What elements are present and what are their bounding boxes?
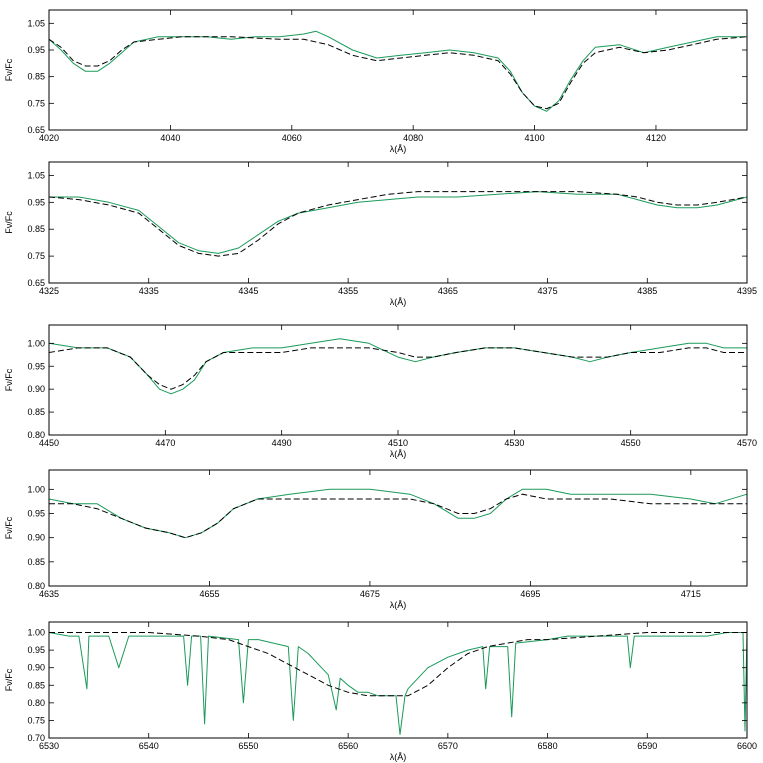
panel-2: 4325 4335 4345 4355 4365 4375 4385 4395 0.65 0.75… bbox=[4, 161, 757, 307]
panel-1: 4020 4040 4060 4080 4100 4120 0.65 0.75 0.85 0.95… bbox=[4, 9, 748, 154]
x-tick-label: 6580 bbox=[538, 741, 558, 751]
y-axis-label: Fν/Fc bbox=[4, 58, 14, 81]
y-tick-label: 0.75 bbox=[27, 98, 45, 108]
x-tick-label: 4570 bbox=[737, 438, 757, 448]
x-tick-label: 4325 bbox=[39, 286, 59, 296]
y-tick-label: 0.65 bbox=[27, 278, 45, 288]
y-axis-label: Fν/Fc bbox=[4, 516, 14, 539]
y-tick-label: 1.00 bbox=[27, 628, 45, 638]
x-tick-label: 4715 bbox=[681, 589, 701, 599]
x-tick-label: 4345 bbox=[238, 286, 258, 296]
axes-frame bbox=[48, 621, 748, 739]
observed-spectrum-line bbox=[48, 30, 747, 112]
y-axis-label: Fν/Fc bbox=[4, 368, 14, 391]
y-tick-label: 0.85 bbox=[27, 557, 45, 567]
y-tick-label: 0.90 bbox=[27, 384, 45, 394]
x-tick-label: 6590 bbox=[637, 741, 657, 751]
y-tick-label: 0.85 bbox=[27, 72, 45, 82]
y-tick-label: 0.90 bbox=[27, 663, 45, 673]
x-tick-label: 4355 bbox=[338, 286, 358, 296]
x-tick-label: 4510 bbox=[388, 438, 408, 448]
axes-frame bbox=[48, 161, 748, 284]
y-axis-label: Fν/Fc bbox=[4, 668, 14, 691]
x-tick-label: 6570 bbox=[438, 741, 458, 751]
model-spectrum-line bbox=[49, 632, 747, 697]
x-tick-label: 4450 bbox=[39, 438, 59, 448]
x-tick-label: 4490 bbox=[272, 438, 292, 448]
y-tick-label: 1.00 bbox=[27, 338, 45, 348]
panel-3: 4450 4470 4490 4510 4530 4550 4570 0.80 0.85 0.90… bbox=[4, 324, 757, 459]
x-tick-label: 6550 bbox=[238, 741, 258, 751]
x-tick-label: 4375 bbox=[538, 286, 558, 296]
x-tick-label: 4120 bbox=[646, 133, 666, 143]
x-axis-label: λ(Å) bbox=[390, 449, 407, 459]
x-tick-label: 4335 bbox=[139, 286, 159, 296]
panel-5: 6530 6540 6550 6560 6570 6580 6590 6600 0.70 0.75… bbox=[4, 621, 757, 762]
model-spectrum-line bbox=[49, 493, 747, 539]
x-tick-label: 4100 bbox=[525, 133, 545, 143]
y-tick-label: 0.85 bbox=[27, 407, 45, 417]
y-tick-label: 0.90 bbox=[27, 533, 45, 543]
x-axis-label: λ(Å) bbox=[390, 752, 407, 762]
x-tick-label: 6600 bbox=[737, 741, 757, 751]
y-tick-label: 0.70 bbox=[27, 733, 45, 743]
observed-spectrum-line bbox=[48, 632, 748, 735]
x-tick-label: 4385 bbox=[637, 286, 657, 296]
x-tick-label: 4695 bbox=[520, 589, 540, 599]
y-tick-label: 0.80 bbox=[27, 581, 45, 591]
axes-frame bbox=[48, 9, 748, 131]
x-tick-label: 4020 bbox=[39, 133, 59, 143]
x-tick-label: 4080 bbox=[403, 133, 423, 143]
x-tick-label: 4530 bbox=[504, 438, 524, 448]
x-tick-label: 4675 bbox=[360, 589, 380, 599]
x-tick-label: 6540 bbox=[139, 741, 159, 751]
observed-spectrum-line bbox=[49, 191, 748, 254]
x-axis-label: λ(Å) bbox=[390, 600, 407, 610]
model-spectrum-line bbox=[48, 347, 747, 390]
x-axis-label: λ(Å) bbox=[390, 297, 407, 307]
y-tick-label: 0.85 bbox=[27, 680, 45, 690]
y-tick-label: 0.95 bbox=[27, 509, 45, 519]
y-axis-label: Fν/Fc bbox=[4, 211, 14, 234]
x-tick-label: 4395 bbox=[737, 286, 757, 296]
y-tick-label: 1.00 bbox=[27, 484, 45, 494]
y-tick-label: 1.05 bbox=[27, 170, 45, 180]
axes-frame bbox=[48, 324, 748, 436]
x-tick-label: 4060 bbox=[282, 133, 302, 143]
x-tick-label: 6560 bbox=[338, 741, 358, 751]
x-tick-label: 4655 bbox=[199, 589, 219, 599]
x-tick-label: 4550 bbox=[621, 438, 641, 448]
model-spectrum-line bbox=[48, 36, 748, 110]
y-tick-label: 0.95 bbox=[27, 361, 45, 371]
y-tick-label: 0.75 bbox=[27, 251, 45, 261]
y-tick-label: 0.80 bbox=[27, 698, 45, 708]
y-tick-label: 0.80 bbox=[27, 430, 45, 440]
y-tick-label: 1.05 bbox=[27, 18, 45, 28]
y-tick-label: 0.75 bbox=[27, 715, 45, 725]
y-tick-label: 0.95 bbox=[27, 197, 45, 207]
x-tick-label: 6530 bbox=[39, 741, 59, 751]
y-tick-label: 0.85 bbox=[27, 224, 45, 234]
x-axis-label: λ(Å) bbox=[390, 144, 407, 154]
observed-spectrum-line bbox=[48, 488, 748, 539]
panel-4: 4635 4655 4675 4695 4715 0.80 0.85 0.90 0.95 1.00… bbox=[4, 469, 748, 610]
axes-frame bbox=[48, 469, 748, 587]
y-tick-label: 0.95 bbox=[27, 45, 45, 55]
x-tick-label: 4470 bbox=[155, 438, 175, 448]
x-tick-label: 4040 bbox=[160, 133, 180, 143]
model-spectrum-line bbox=[48, 191, 748, 257]
y-tick-label: 0.65 bbox=[27, 125, 45, 135]
x-tick-label: 4365 bbox=[438, 286, 458, 296]
observed-spectrum-line bbox=[48, 338, 747, 395]
x-tick-label: 4635 bbox=[39, 589, 59, 599]
y-tick-label: 0.95 bbox=[27, 645, 45, 655]
